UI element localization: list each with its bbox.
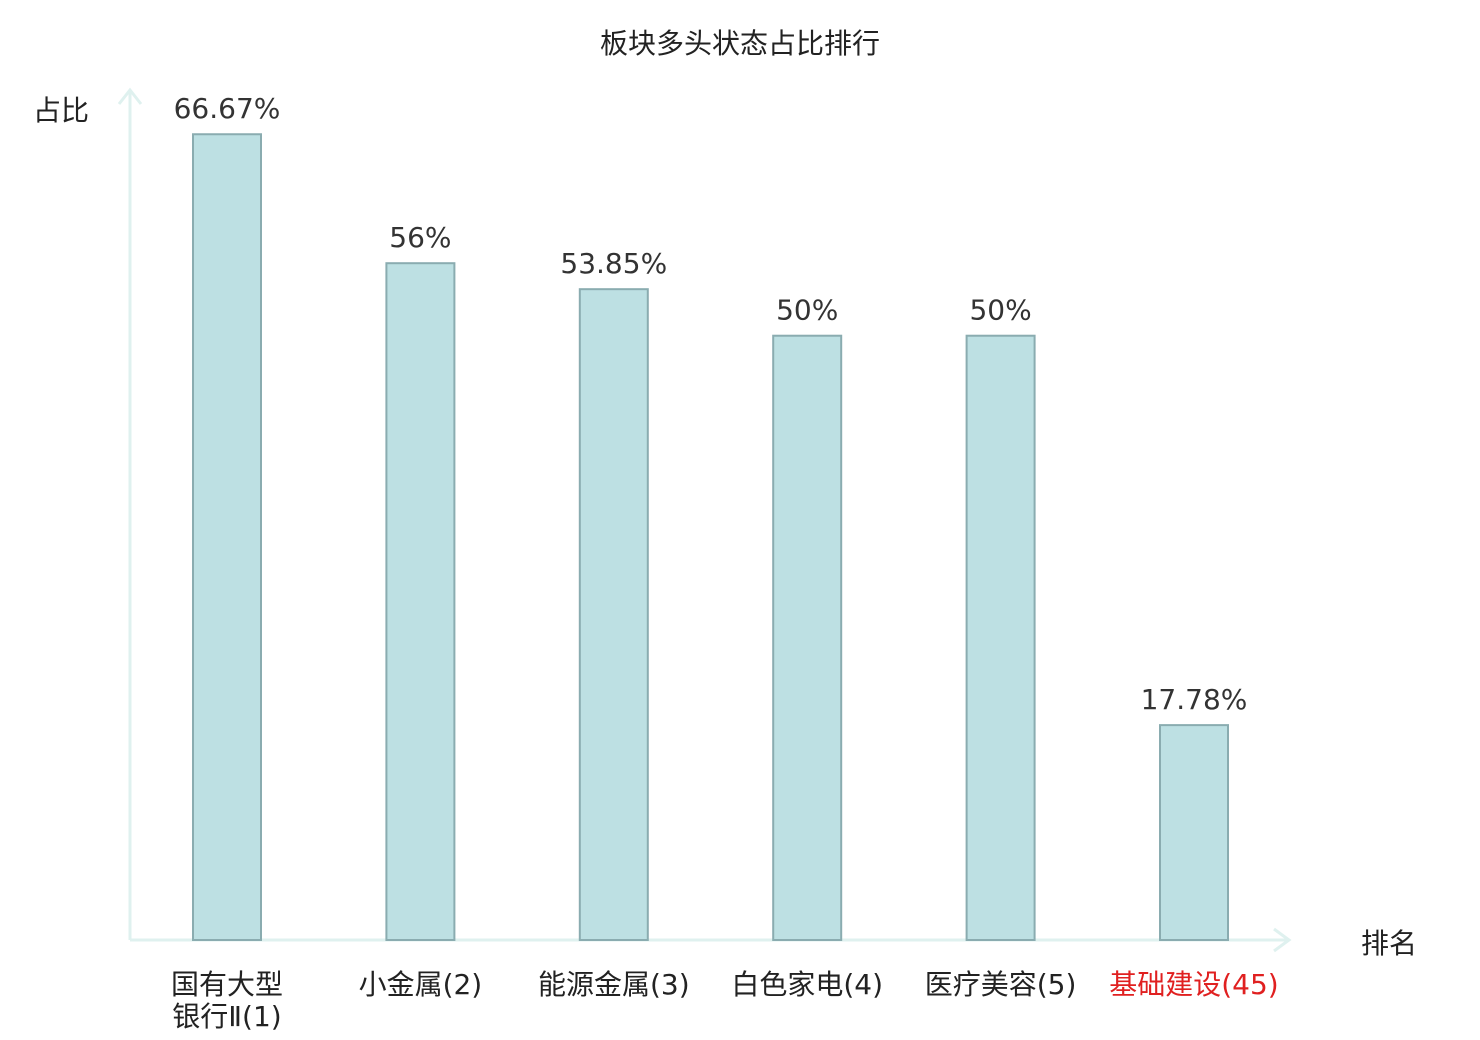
x-tick-label: 小金属(2)	[359, 968, 483, 1001]
x-tick-label: 白色家电(4)	[731, 968, 883, 1001]
bar-value-label: 53.85%	[560, 247, 667, 280]
bar	[578, 288, 649, 942]
x-tick-label: 国有大型	[171, 968, 283, 1001]
bar-value-label: 17.78%	[1141, 683, 1248, 716]
bar	[192, 133, 262, 941]
bar	[965, 334, 1036, 941]
bar-value-label: 56%	[389, 221, 451, 254]
x-tick-label: 银行Ⅱ(1)	[172, 1000, 281, 1033]
x-axis-arrow-icon	[1273, 927, 1292, 953]
x-tick-label: 能源金属(3)	[538, 968, 690, 1001]
bar	[772, 334, 843, 941]
y-axis-arrow-icon	[117, 87, 143, 105]
x-axis-label: 排名	[1361, 927, 1417, 960]
bar	[385, 262, 456, 941]
y-axis-label: 占比	[33, 94, 89, 127]
bar	[1159, 724, 1229, 942]
bar-value-label: 66.67%	[174, 92, 281, 125]
x-tick-label: 医疗美容(5)	[925, 968, 1077, 1001]
axes: 占比 排名	[33, 87, 1417, 960]
chart-title: 板块多头状态占比排行	[599, 27, 880, 60]
bar-value-label: 50%	[969, 294, 1031, 327]
x-tick-label: 基础建设(45)	[1109, 968, 1278, 1001]
bar-value-label: 50%	[776, 294, 838, 327]
